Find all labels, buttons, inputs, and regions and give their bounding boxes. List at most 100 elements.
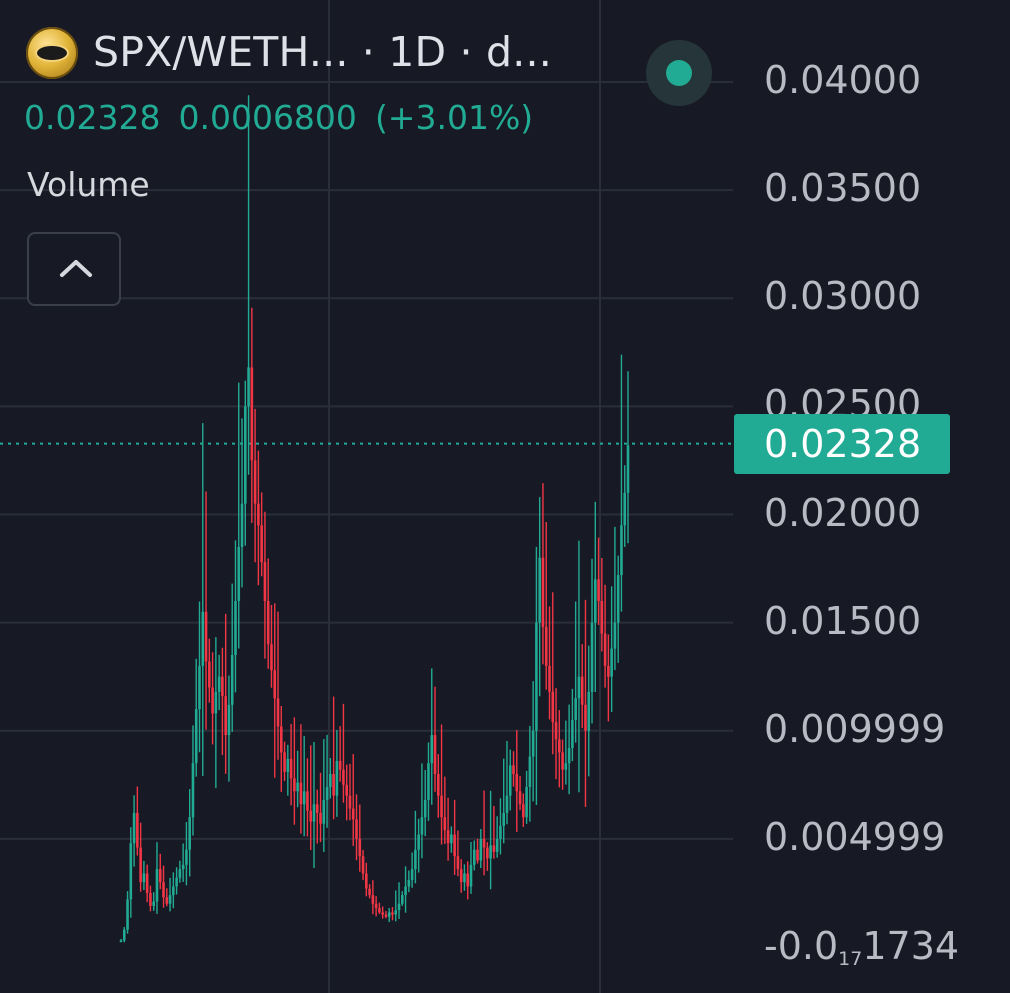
candle-down <box>260 525 263 563</box>
candle-down <box>332 774 335 796</box>
candle-up <box>194 709 198 764</box>
candle-down <box>315 804 319 813</box>
candle-down <box>371 895 375 904</box>
candle-up <box>312 804 316 822</box>
candle-down <box>270 644 273 671</box>
candle-up <box>502 812 506 826</box>
candle-down <box>541 557 545 627</box>
candle-up <box>387 912 391 917</box>
candle-up <box>185 849 188 865</box>
collapse-button[interactable] <box>27 232 121 306</box>
candle-up <box>508 765 512 796</box>
candle-down <box>263 562 267 601</box>
candle-down <box>381 912 384 915</box>
candle-up <box>535 622 538 731</box>
spx-logo <box>26 27 78 79</box>
candle-up <box>119 940 123 943</box>
candle-up <box>401 895 404 904</box>
candle-up <box>201 611 205 666</box>
candle-down <box>293 778 296 792</box>
candle-up <box>155 869 159 902</box>
candle-up <box>129 843 133 900</box>
candle-up <box>404 886 407 896</box>
candle-down <box>522 804 525 818</box>
candle-down <box>273 670 277 699</box>
price-info: 0.02328 0.0006800 (+3.01%) <box>24 98 551 137</box>
market-status-indicator[interactable] <box>646 40 712 106</box>
candle-up <box>528 756 532 787</box>
candle-up <box>198 665 201 710</box>
y-axis-label: 0.004999 <box>764 814 946 859</box>
candle-up <box>296 782 299 792</box>
candle-up <box>132 812 136 844</box>
candles <box>119 95 630 943</box>
candle-up <box>322 799 326 824</box>
candle-down <box>512 765 515 774</box>
candle-up <box>499 825 502 839</box>
candle-down <box>289 758 293 779</box>
candle-down <box>580 676 584 705</box>
candle-up <box>538 557 541 623</box>
candle-down <box>358 838 362 857</box>
candle-down <box>486 847 489 859</box>
candle-up <box>214 691 218 714</box>
candle-down <box>378 908 381 913</box>
candle-down <box>476 849 479 861</box>
candle-down <box>276 698 280 727</box>
candle-up <box>620 525 623 576</box>
candle-down <box>603 633 607 666</box>
candle-up <box>172 886 175 896</box>
pair-title[interactable]: SPX/WETH... · 1D · d... <box>93 28 552 76</box>
candle-up <box>417 834 420 850</box>
y-axis-label: 0.04000 <box>764 58 922 102</box>
candle-down <box>548 665 551 692</box>
candle-up <box>237 546 241 601</box>
candle-down <box>368 888 371 896</box>
candle-down <box>466 873 470 887</box>
candle-down <box>204 611 208 662</box>
candle-up <box>489 845 492 859</box>
candle-down <box>338 761 342 770</box>
candle-down <box>136 812 139 848</box>
candle-up <box>479 838 483 861</box>
candle-up <box>430 735 434 764</box>
candle-down <box>518 791 522 805</box>
candle-down <box>515 774 519 792</box>
candle-down <box>459 869 463 883</box>
candle-down <box>492 845 496 852</box>
y-axis-bottom-label: -0.0171734 <box>764 924 960 970</box>
candle-up <box>122 929 126 941</box>
candle-up <box>243 406 247 504</box>
last-price-tag: 0.02328 <box>734 414 950 474</box>
candle-down <box>554 722 558 740</box>
candle-down <box>342 769 345 785</box>
candle-down <box>283 752 286 772</box>
y-axis-label: 0.02000 <box>764 490 922 535</box>
grid-lines <box>0 81 733 840</box>
candle-up <box>414 849 417 870</box>
candle-up <box>610 648 613 677</box>
candle-up <box>420 817 424 835</box>
candle-down <box>561 752 564 770</box>
candle-up <box>423 799 427 818</box>
candle-down <box>299 782 303 805</box>
candle-down <box>165 897 169 904</box>
candle-up <box>616 575 620 623</box>
candle-up <box>394 910 398 915</box>
candle-down <box>208 661 211 688</box>
candle-up <box>626 445 630 493</box>
candle-up <box>463 873 466 883</box>
candle-down <box>211 687 214 714</box>
candle-down <box>456 856 460 870</box>
candle-down <box>355 819 358 839</box>
candle-up <box>574 698 577 720</box>
candle-down <box>600 601 604 634</box>
candle-up <box>397 903 401 911</box>
candle-down <box>319 812 322 824</box>
candle-down <box>279 726 283 753</box>
candle-down <box>446 830 450 844</box>
candle-down <box>584 704 587 731</box>
candle-up <box>450 834 453 844</box>
candle-up <box>564 763 568 770</box>
